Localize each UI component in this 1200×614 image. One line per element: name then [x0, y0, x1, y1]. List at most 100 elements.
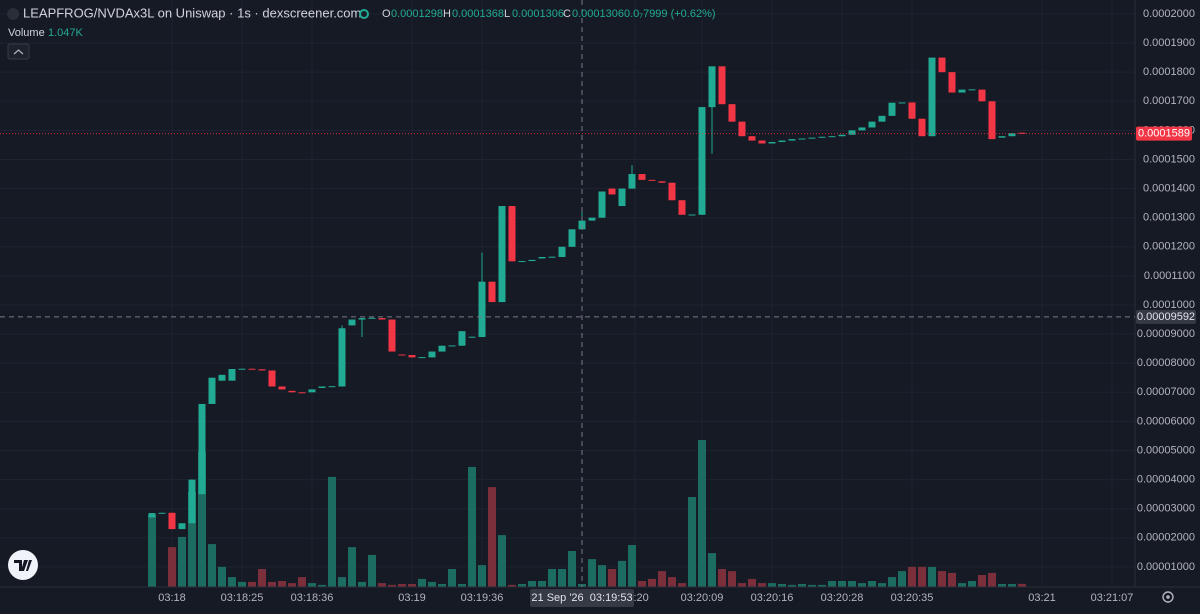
candle-body [948, 72, 956, 93]
volume-bar [428, 581, 436, 587]
candle-body [808, 137, 816, 139]
candle-body [158, 512, 166, 514]
candle-body [868, 121, 876, 128]
volume-bar [288, 583, 296, 587]
volume-bar [198, 452, 206, 587]
candle-body [328, 386, 336, 388]
x-tick-label: 03:19:36 [461, 592, 504, 604]
volume-bar [178, 536, 186, 587]
volume-bar [328, 476, 336, 587]
volume-bar [418, 578, 426, 587]
volume-bar [748, 578, 756, 587]
volume-bar [368, 554, 376, 587]
candle-body [178, 523, 186, 530]
volume-bar [778, 584, 786, 587]
x-tick-label: 03:19 [398, 592, 426, 604]
volume-title: Volume [8, 27, 45, 39]
open-value: 0.0001298 [391, 8, 443, 20]
candle-body [648, 179, 656, 181]
x-tick-label: 03:18 [158, 592, 186, 604]
live-indicator [359, 9, 369, 19]
crosshair-time-tag [530, 589, 634, 607]
candle-body [628, 174, 636, 189]
candle-body [678, 200, 686, 215]
candle-body [668, 182, 676, 201]
volume-bar [918, 566, 926, 587]
y-tick-label: 0.0002000 [1143, 8, 1195, 20]
volume-bar [738, 583, 746, 587]
tradingview-logo[interactable] [8, 550, 38, 580]
candle-body [208, 377, 216, 404]
candle-body [928, 57, 936, 137]
candle-body [498, 206, 506, 303]
volume-bar [348, 547, 356, 587]
crosshair-price-tag [1136, 309, 1196, 324]
candle-body [488, 281, 496, 303]
candle-body [378, 318, 386, 320]
y-tick-label: 0.0001500 [1143, 153, 1195, 165]
candle-body [508, 206, 516, 262]
candle-body [448, 345, 456, 347]
volume-bar [938, 571, 946, 587]
y-tick-label: 0.0001400 [1143, 182, 1195, 194]
volume-bar [838, 581, 846, 587]
collapse-button[interactable] [7, 43, 30, 60]
candle-body [468, 336, 476, 338]
candle-body [878, 115, 886, 122]
volume-bar [1018, 583, 1026, 587]
candle-body [738, 121, 746, 137]
candle-body [148, 513, 156, 518]
settings-icon[interactable] [1162, 591, 1174, 603]
candle-body [538, 256, 546, 259]
gear-center [1166, 595, 1170, 599]
y-tick-label: 0.00003000 [1137, 503, 1195, 515]
last-price-tag [1136, 126, 1192, 141]
candle-body [728, 104, 736, 122]
volume-bar [258, 569, 266, 587]
volume-bar [658, 571, 666, 587]
x-tick-label: 03:20:09 [681, 592, 724, 604]
candle-body [548, 256, 556, 258]
volume-bar [688, 497, 696, 587]
volume-bar [488, 487, 496, 587]
candle-body [748, 136, 756, 141]
volume-bar [518, 584, 526, 587]
candle-body [338, 328, 346, 387]
candle-body [718, 66, 726, 105]
candle-body [588, 217, 596, 221]
candle-body [918, 118, 926, 137]
volume-bar [638, 581, 646, 587]
volume-bar [618, 560, 626, 587]
candle-body [798, 138, 806, 140]
volume-bar [218, 566, 226, 587]
candle-body [698, 107, 706, 215]
y-tick-label: 0.00004000 [1137, 474, 1195, 486]
volume-bar [148, 515, 156, 587]
candle-body [638, 174, 646, 180]
volume-bar [318, 584, 326, 587]
volume-bar [708, 553, 716, 587]
y-tick-label: 0.0001100 [1144, 270, 1195, 282]
crosshair-time-label: 21 Sep '26 03:19:53 [531, 592, 632, 604]
volume-bar [398, 584, 406, 587]
volume-bar [628, 545, 636, 587]
logo-mark [14, 560, 32, 571]
candle-body [408, 355, 416, 358]
volume-bar [768, 583, 776, 587]
candle-body [938, 57, 946, 73]
volume-bar [228, 577, 236, 587]
volume-bar [508, 584, 516, 587]
y-tick-label: 0.00009000 [1137, 328, 1195, 340]
y-tick-label: 0.0001800 [1143, 66, 1195, 78]
open-key: O [382, 8, 391, 20]
y-tick-label: 0.0001000 [1143, 299, 1195, 311]
volume-bar [558, 569, 566, 587]
y-tick-label: 0.00007000 [1137, 386, 1195, 398]
candle-body [968, 89, 976, 91]
candle-body [998, 136, 1006, 138]
candle-body [578, 220, 586, 230]
candle-body [888, 102, 896, 116]
volume-bar [168, 547, 176, 587]
